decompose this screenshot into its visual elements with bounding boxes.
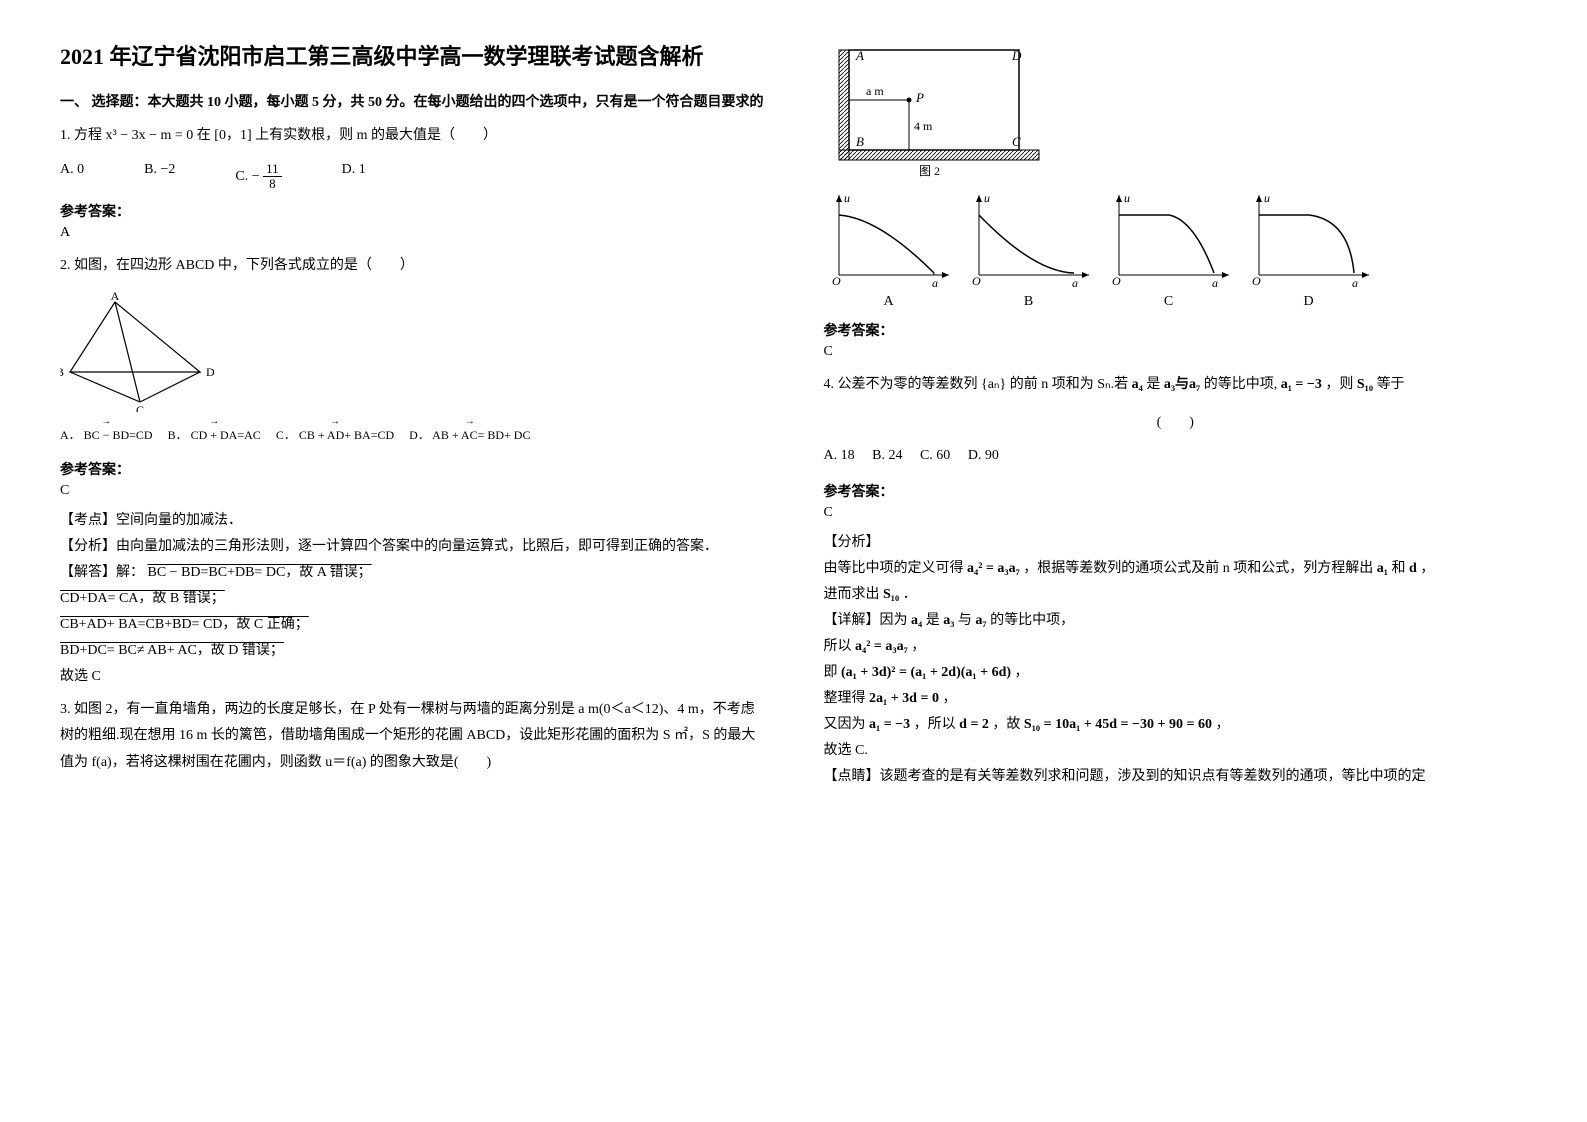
q4-dianjing: 【点睛】该题考查的是有关等差数列求和问题，涉及到的知识点有等差数列的通项，等比中…	[824, 765, 1528, 785]
q4-optA: A. 18	[824, 448, 855, 463]
svg-text:O: O	[832, 274, 841, 288]
q4-s10: S₁₀	[1357, 377, 1373, 392]
q4-so4: 又因为 a₁ = −3 ，所以 d = 2 ，故 S₁₀ = 10a₁ + 45…	[824, 713, 1528, 733]
answer-label: 参考答案：	[824, 320, 1528, 340]
svg-text:O: O	[1112, 274, 1121, 288]
q4-fx1: 由等比中项的定义可得 a₄² = a₃a₇ ，根据等差数列的通项公式及前 n 项…	[824, 557, 1528, 577]
q2-optD: D． AB + AC= BD+ DC	[409, 424, 530, 447]
q3-figure-2: A D B C P a m 4 m 图 2	[824, 40, 1084, 180]
svg-text:A: A	[111, 292, 120, 303]
q4-so3: 整理得 2a₁ + 3d = 0 ，	[824, 687, 1528, 707]
chart-A-label: A	[824, 294, 954, 310]
answer-label: 参考答案：	[60, 459, 764, 479]
answer-label: 参考答案：	[824, 481, 1528, 501]
q2-figure: A B D C	[60, 292, 230, 412]
svg-text:u: u	[844, 191, 850, 205]
q2-jd5: 故选 C	[60, 665, 764, 685]
q3-answer: C	[824, 344, 1528, 360]
q4-options: A. 18 B. 24 C. 60 D. 90	[824, 443, 1528, 470]
q4-fx2: 进而求出 S₁₀ ．	[824, 583, 1528, 603]
q3-charts: O a u A O a u B	[824, 190, 1528, 310]
svg-text:u: u	[984, 191, 990, 205]
page-title: 2021 年辽宁省沈阳市启工第三高级中学高一数学理联考试题含解析	[60, 40, 764, 73]
svg-text:O: O	[1252, 274, 1261, 288]
q4-optD: D. 90	[968, 448, 999, 463]
q1-expr: x³ − 3x − m = 0	[106, 128, 194, 143]
q1-optA: A. 0	[60, 162, 84, 192]
q1-options: A. 0 B. −2 C. − 118 D. 1	[60, 162, 764, 192]
q4-a4: a₄	[1132, 377, 1143, 392]
svg-text:图 2: 图 2	[919, 164, 940, 178]
q1-stem-suffix: 在 [0，1] 上有实数根，则 m 的最大值是（ ）	[197, 128, 497, 143]
chart-C-label: C	[1104, 294, 1234, 310]
svg-text:a: a	[1212, 276, 1218, 290]
question-1: 1. 方程 x³ − 3x − m = 0 在 [0，1] 上有实数根，则 m …	[60, 123, 764, 150]
chart-D-label: D	[1244, 294, 1374, 310]
q2-jd3: CB+AD+ BA=CB+BD= CD，故 C 正确；	[60, 613, 764, 633]
question-4: 4. 公差不为零的等差数列 {aₙ} 的前 n 项和为 Sₙ.若 a₄ 是 a₃…	[824, 372, 1528, 399]
q4-so1: 所以 a₄² = a₃a₇ ，	[824, 635, 1528, 655]
q4-answer: C	[824, 505, 1528, 521]
chart-B: O a u B	[964, 190, 1094, 310]
svg-text:B: B	[60, 365, 64, 379]
svg-text:A: A	[855, 48, 864, 63]
question-3: 3. 如图 2，有一直角墙角，两边的长度足够长，在 P 处有一棵树与两墙的距离分…	[60, 697, 764, 777]
svg-text:u: u	[1264, 191, 1270, 205]
svg-text:a: a	[932, 276, 938, 290]
q4-a1eq: a₁ = −3	[1281, 377, 1322, 392]
q2-jieda: 【解答】解： BC − BD=BC+DB= DC，故 A 错误；	[60, 561, 764, 581]
q1-answer: A	[60, 225, 764, 241]
q4-a3a7: a₃与a₇	[1164, 377, 1200, 392]
svg-text:C: C	[136, 403, 144, 412]
q4-xiangjie: 【详解】因为 a₄ 是 a₃ 与 a₇ 的等比中项，	[824, 609, 1528, 629]
q2-kaodian: 【考点】空间向量的加减法．	[60, 509, 764, 529]
svg-text:4 m: 4 m	[914, 119, 933, 133]
q2-jd4: BD+DC= BC≠ AB+ AC，故 D 错误；	[60, 639, 764, 659]
q4-bracket: ( )	[824, 411, 1528, 431]
section-1-heading: 一、 选择题：本大题共 10 小题，每小题 5 分，共 50 分。在每小题给出的…	[60, 91, 764, 111]
svg-text:u: u	[1124, 191, 1130, 205]
q1-optB: B. −2	[144, 162, 175, 192]
q2-optC: C． CB + AD+ BA=CD	[276, 424, 394, 447]
q4-so5: 故选 C.	[824, 739, 1528, 759]
chart-D: O a u D	[1244, 190, 1374, 310]
q2-options: A． BC − BD=CD B． CD + DA=AC C． CB + AD+ …	[60, 424, 764, 447]
chart-B-label: B	[964, 294, 1094, 310]
svg-text:a: a	[1072, 276, 1078, 290]
svg-text:a m: a m	[866, 84, 884, 98]
q2-optB: B． CD + DA=AC	[168, 424, 261, 447]
q4-so2: 即 (a₁ + 3d)² = (a₁ + 2d)(a₁ + 6d) ，	[824, 661, 1528, 681]
q4-fenxi-label: 【分析】	[824, 531, 1528, 551]
svg-text:B: B	[856, 134, 864, 149]
svg-text:D: D	[206, 365, 215, 379]
svg-text:P: P	[915, 90, 924, 105]
question-2: 2. 如图，在四边形 ABCD 中，下列各式成立的是（ ）	[60, 253, 764, 280]
q1-optC: C. − 118	[235, 162, 281, 192]
q1-stem-prefix: 1. 方程	[60, 128, 102, 143]
svg-text:a: a	[1352, 276, 1358, 290]
q2-jd2: CD+DA= CA，故 B 错误；	[60, 587, 764, 607]
q4-optB: B. 24	[872, 448, 902, 463]
q2-fenxi: 【分析】由向量加减法的三角形法则，逐一计算四个答案中的向量运算式，比照后，即可得…	[60, 535, 764, 555]
chart-A: O a u A	[824, 190, 954, 310]
svg-text:O: O	[972, 274, 981, 288]
svg-text:C: C	[1012, 134, 1021, 149]
chart-C: O a u C	[1104, 190, 1234, 310]
svg-text:D: D	[1011, 48, 1022, 63]
q2-answer: C	[60, 483, 764, 499]
q1-optD: D. 1	[342, 162, 366, 192]
answer-label: 参考答案：	[60, 201, 764, 221]
q4-optC: C. 60	[920, 448, 950, 463]
q2-optA: A． BC − BD=CD	[60, 424, 153, 447]
